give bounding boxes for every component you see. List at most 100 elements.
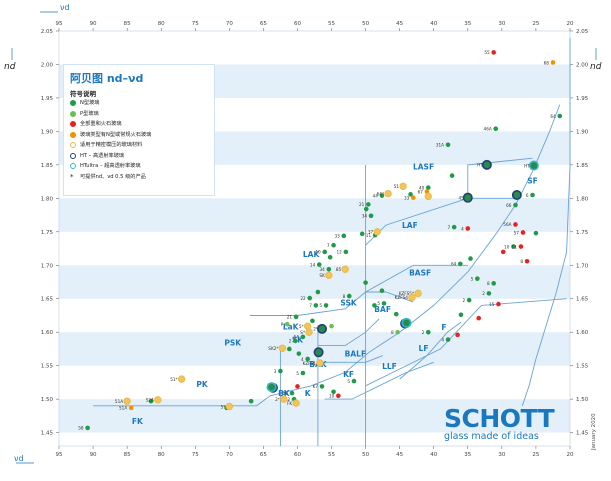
glass-point: [466, 297, 472, 303]
glass-point-label: S*: [300, 330, 305, 335]
x-tick-label-bottom: 70: [226, 452, 233, 458]
x-tick-label-bottom: 85: [124, 452, 131, 458]
region-boundary: [317, 355, 383, 363]
glass-point-label: 4: [301, 357, 304, 362]
glass-point-label: P: [281, 322, 284, 327]
glass-point-label: 40: [419, 185, 425, 190]
glass-point-label: 5: [319, 303, 322, 308]
glass-point-label: 31A: [436, 143, 444, 148]
glass-point-label: 67: [418, 189, 424, 194]
glass-point: [280, 395, 288, 403]
glass-point-label: FK: [287, 401, 292, 406]
x-tick-label-bottom: 65: [260, 452, 267, 458]
glass-point: [372, 303, 377, 308]
glass-point-label: 68: [544, 60, 550, 65]
glass-point-label: 58: [78, 426, 84, 431]
glass-point: [326, 266, 332, 272]
y-tick-label-right: 1.60: [576, 330, 589, 336]
glass-point: [336, 393, 341, 399]
x-tick-label-top: 95: [56, 21, 63, 27]
glass-point: [363, 206, 369, 212]
glass-point-label: 21: [287, 315, 293, 320]
glass-point: [315, 289, 321, 295]
x-tick-label-bottom: 40: [430, 452, 437, 458]
edition-date: January 2020: [591, 413, 597, 450]
glass-point-label: SK: [319, 273, 325, 278]
x-tick-label-bottom: 25: [532, 452, 539, 458]
glass-point-label: 2: [462, 298, 465, 303]
region-boundary: [317, 318, 380, 347]
glass-point-label: 57: [514, 230, 520, 235]
glass-point-label: 52A: [146, 398, 154, 403]
glass-point: [455, 332, 460, 338]
y-tick-label-left: 1.55: [41, 364, 54, 370]
glass-point: [458, 261, 463, 267]
region-boundary: [365, 298, 567, 387]
legend-item: HTultra – 超高透射率玻璃: [70, 161, 151, 172]
x-axis-label-bottom: νd: [14, 454, 24, 463]
glass-point: [319, 384, 325, 389]
legend-item-label: HT – 高透射率玻璃: [80, 152, 125, 159]
glass-point: [399, 182, 407, 190]
glass-point: [327, 254, 333, 260]
glass-point: [128, 405, 134, 411]
glass-point-label: 11: [366, 233, 372, 238]
star-icon: *: [70, 172, 74, 181]
glass-point-label: 6: [526, 193, 529, 198]
glass-point: [458, 312, 464, 318]
glass-point: [346, 293, 352, 299]
y-tick-label-right: 1.70: [576, 263, 589, 269]
glass-point-label: 2*: [313, 327, 318, 332]
glass-point-label: 4: [441, 337, 444, 342]
glass-point: [248, 398, 254, 404]
glass-point: [341, 233, 347, 239]
glass-point-label: 85: [336, 267, 342, 272]
x-tick-label-top: 55: [328, 21, 335, 27]
glass-point-label: 44: [373, 193, 379, 198]
glass-point: [300, 370, 306, 376]
band-4: [59, 332, 570, 366]
glass-point: [316, 359, 324, 367]
glass-point-label: 10: [283, 391, 289, 396]
glass-point-label: 10: [504, 244, 510, 249]
glass-point: [368, 213, 374, 219]
glass-point-label: 22: [300, 296, 306, 301]
glass-point-label: 64: [451, 262, 457, 267]
glass-point: [481, 159, 492, 170]
glass-point-label: 8: [487, 281, 490, 286]
glass-point-label: 51A: [119, 406, 127, 411]
region-label-kf: KF: [343, 370, 354, 379]
region-label-lak: LaK: [283, 323, 300, 332]
glass-point-label: 15: [489, 302, 495, 307]
legend-item: 全部重和火石玻璃: [70, 119, 151, 130]
glass-point-label: SK2*: [268, 346, 278, 351]
glass-point-label: 56A: [503, 222, 511, 227]
glass-point: [393, 311, 399, 317]
y-tick-label-left: 1.60: [41, 330, 54, 336]
region-boundary: [365, 264, 468, 293]
glass-point-label: 4: [461, 226, 464, 231]
glass-point: [445, 337, 451, 342]
glass-point-label: 7: [327, 243, 330, 248]
glass-point: [414, 289, 422, 298]
x-tick-label-bottom: 80: [158, 452, 165, 458]
glass-point: [363, 280, 368, 285]
y-tick-label-left: 1.70: [41, 263, 54, 269]
y-tick-label-right: 1.50: [576, 397, 589, 403]
glass-point: [513, 202, 518, 208]
glass-point-label: 34: [362, 214, 368, 219]
glass-point: [528, 160, 539, 171]
glass-point-label: 8: [520, 259, 523, 264]
glass-point-label: 10: [329, 394, 335, 399]
y-tick-label-right: 1.90: [576, 129, 589, 135]
plot-border: [58, 30, 571, 447]
glass-point: [296, 351, 302, 356]
glass-point: [557, 113, 563, 119]
glass-point-label: 2*: [275, 397, 280, 402]
glass-point: [329, 323, 334, 329]
legend-swatch-icon: [70, 121, 76, 128]
glass-point: [148, 398, 154, 404]
glass-point-label: 66: [506, 203, 512, 208]
y-tick-label-right: 1.45: [576, 431, 589, 437]
glass-point: [316, 262, 322, 267]
